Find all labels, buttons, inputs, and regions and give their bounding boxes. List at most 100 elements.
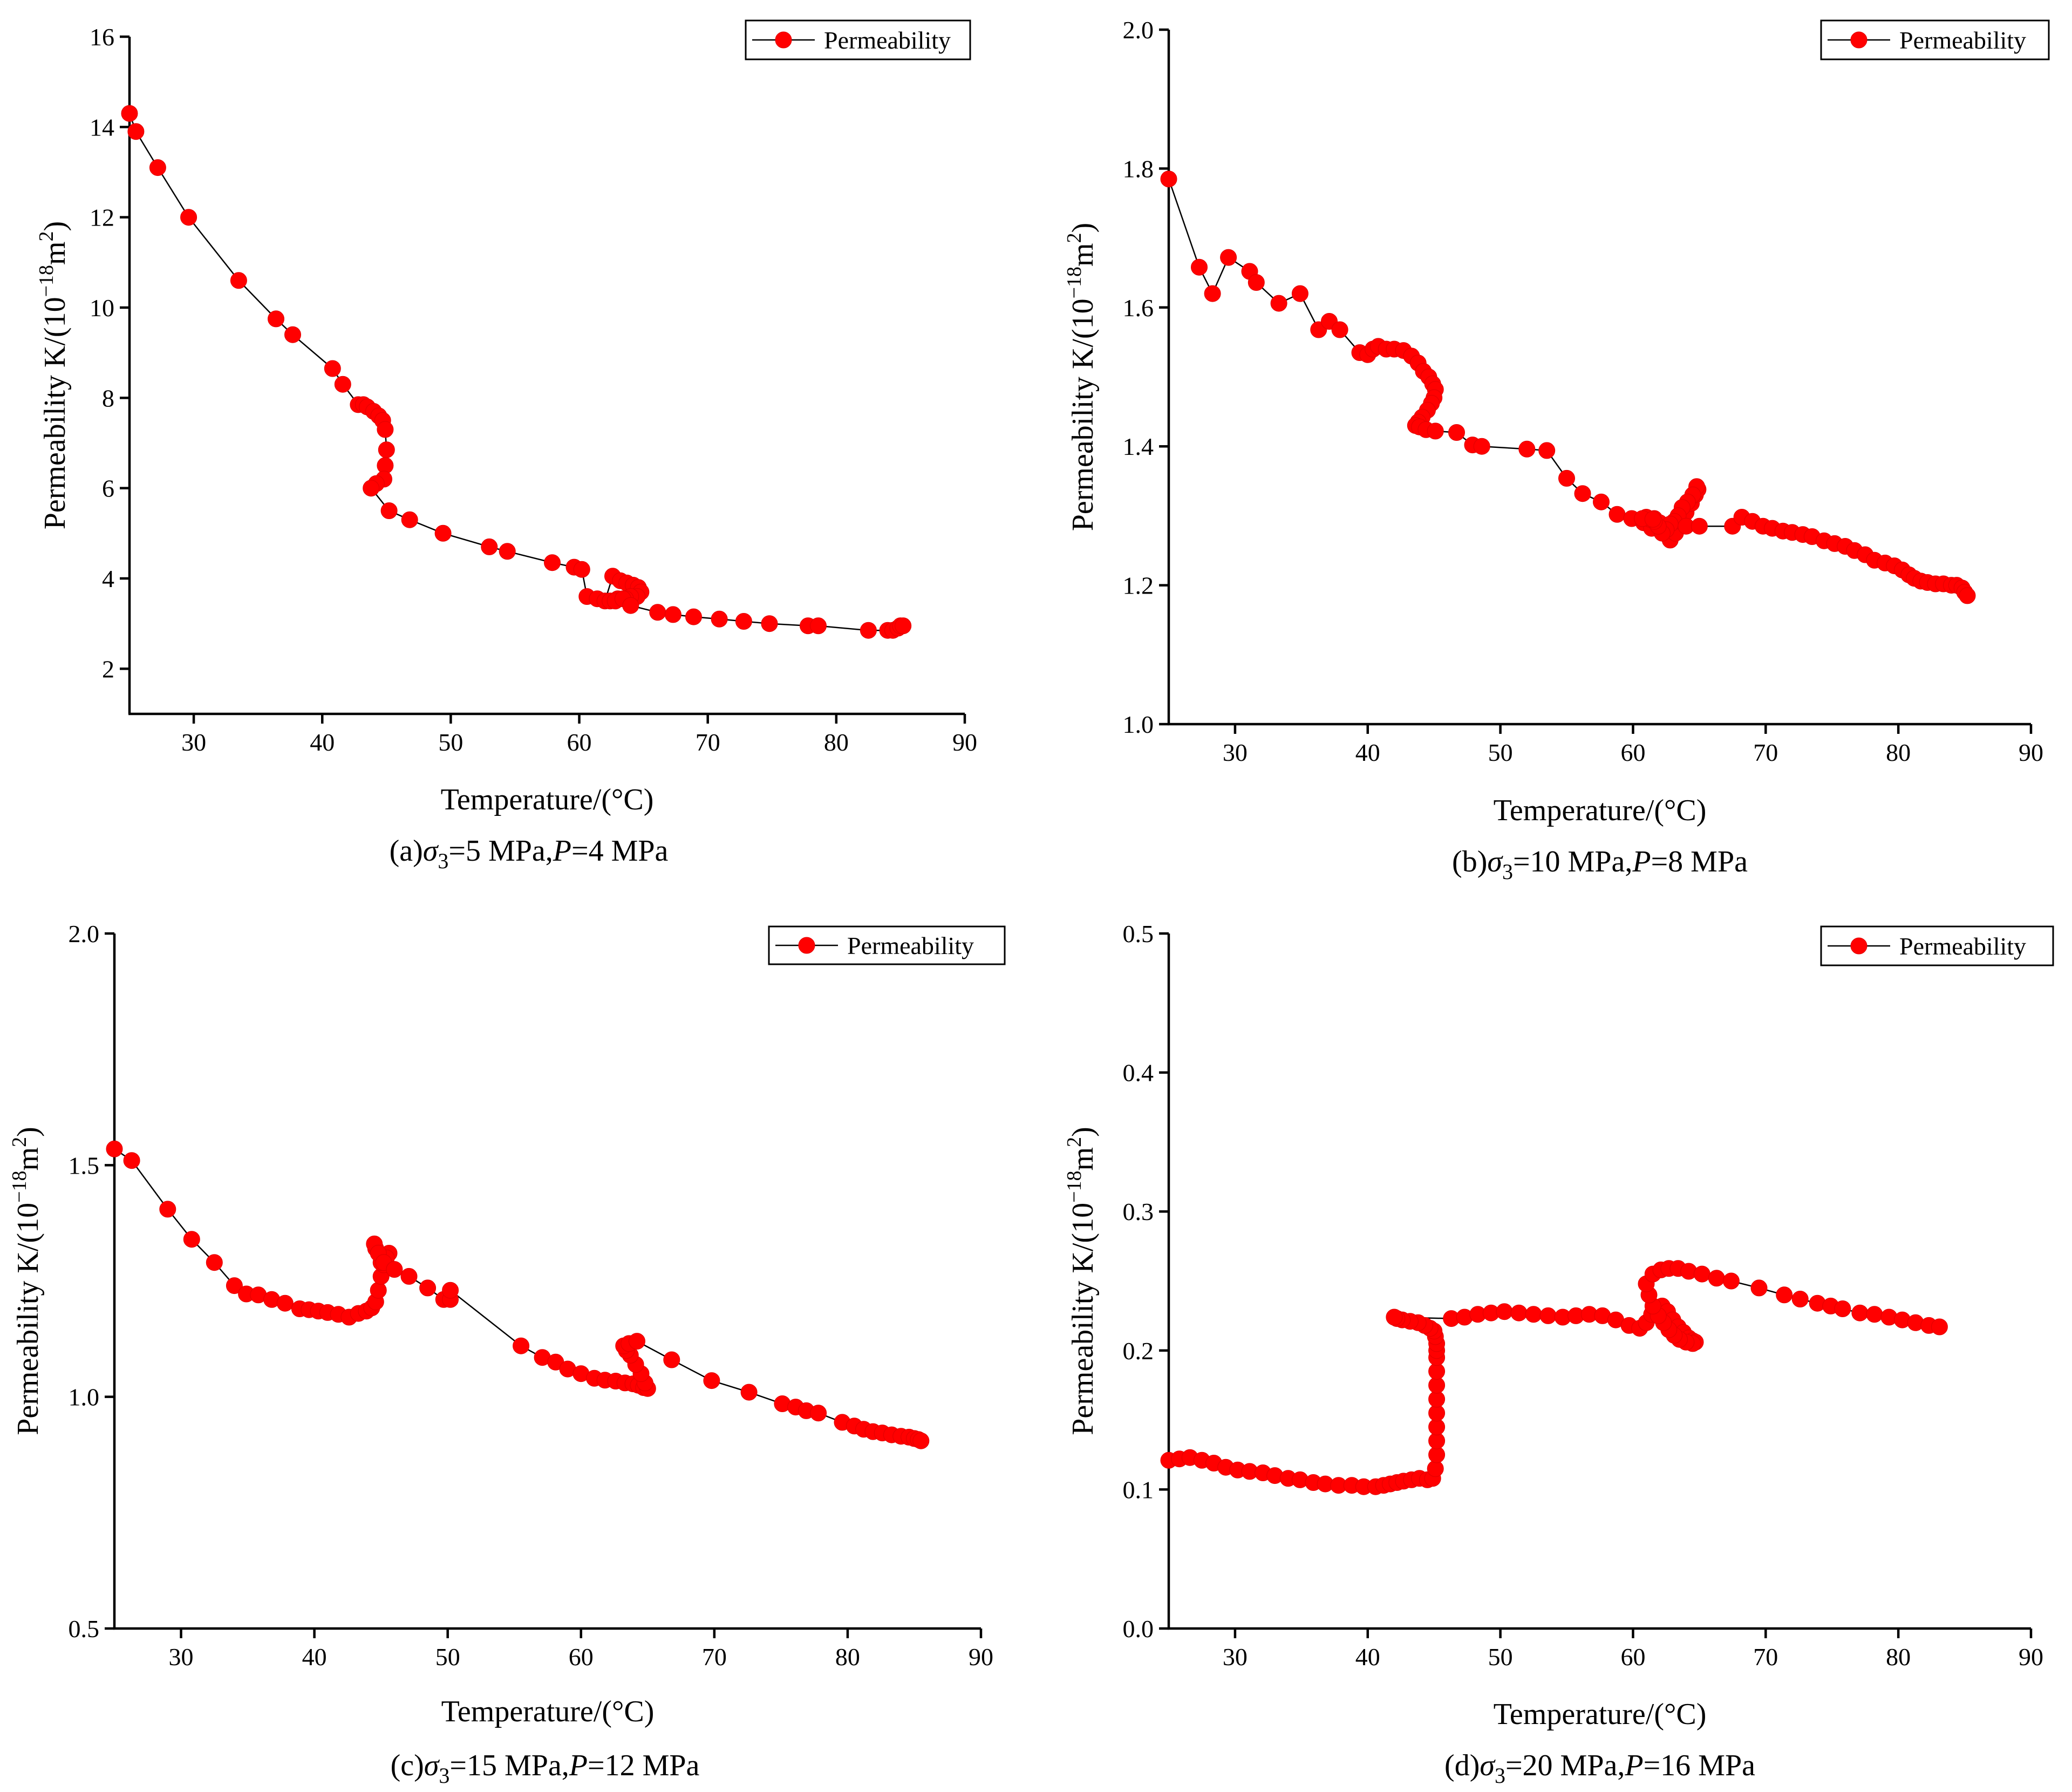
data-point (544, 554, 561, 571)
y-tick-label: 1.0 (1123, 711, 1154, 738)
panel-caption: (a)σ3=5 MPa,P=4 MPa (390, 834, 669, 873)
legend-label: Permeability (1899, 932, 2026, 960)
data-point (324, 360, 341, 377)
x-tick-label: 90 (2019, 1643, 2043, 1671)
data-point (663, 1351, 680, 1368)
data-point (1644, 510, 1661, 528)
x-tick-label: 60 (1620, 739, 1645, 766)
x-tick-label: 40 (1355, 739, 1380, 766)
x-tick-label: 90 (2019, 739, 2043, 766)
x-tick-label: 30 (181, 728, 206, 756)
legend: Permeability (1820, 19, 2050, 60)
data-point (1693, 1265, 1710, 1283)
x-tick-label: 40 (302, 1643, 327, 1671)
data-point (1866, 1306, 1883, 1323)
data-point (226, 1277, 243, 1294)
y-tick-label: 0.5 (1123, 920, 1154, 948)
x-tick-label: 70 (702, 1643, 727, 1671)
y-tick-label: 0.0 (1123, 1615, 1154, 1643)
data-point (1708, 1270, 1725, 1287)
x-tick-label: 60 (567, 728, 592, 756)
y-axis-title: Permeability K/(10−18m2) (35, 221, 72, 529)
y-tick-label: 16 (90, 23, 114, 51)
data-point (230, 272, 247, 289)
data-point (378, 441, 395, 459)
y-tick-label: 1.6 (1123, 294, 1154, 322)
x-axis-title: Temperature/(°C) (1494, 1698, 1707, 1731)
x-tick-label: 50 (438, 728, 463, 756)
x-tick-label: 80 (1886, 739, 1911, 766)
x-tick-label: 30 (1223, 1643, 1248, 1671)
x-tick-label: 60 (569, 1643, 594, 1671)
data-point (1270, 295, 1287, 312)
y-tick-label: 2.0 (1123, 16, 1154, 44)
data-point (1931, 1318, 1948, 1336)
x-tick-label: 30 (1223, 739, 1248, 766)
data-point (685, 608, 702, 625)
x-axis-title: Temperature/(°C) (1494, 794, 1707, 827)
legend: Permeability (745, 19, 971, 60)
x-tick-label: 50 (435, 1643, 460, 1671)
data-point (573, 561, 590, 578)
data-point (377, 421, 394, 438)
data-point (740, 1384, 758, 1401)
x-tick-label: 40 (1355, 1643, 1380, 1671)
data-point (664, 606, 681, 623)
data-point (1776, 1286, 1793, 1304)
data-point (1248, 274, 1265, 291)
data-point (1539, 1307, 1557, 1324)
data-point (1204, 285, 1221, 302)
y-tick-label: 0.2 (1123, 1337, 1154, 1365)
series-line-permeability (114, 1148, 922, 1442)
data-point (1722, 1272, 1740, 1290)
data-point (481, 538, 498, 555)
x-axis-title: Temperature/(°C) (441, 783, 654, 816)
data-point (1525, 1306, 1542, 1323)
data-point (1750, 1279, 1768, 1297)
x-tick-label: 70 (1753, 1643, 1778, 1671)
data-point (180, 209, 197, 226)
chart-panel-a: 30 40 50 60 70 80 90 2 4 6 8 10 12 14 16 Temperature/(°… (35, 19, 977, 873)
data-point (121, 105, 138, 122)
data-point (1510, 1304, 1528, 1321)
data-point (1834, 1300, 1851, 1317)
data-point (1291, 285, 1308, 302)
y-tick-label: 4 (102, 565, 114, 592)
y-axis-title: Permeability K/(10−18m2) (8, 1127, 45, 1435)
x-tick-label: 90 (969, 1643, 993, 1671)
chart-panel-d: 30 40 50 60 70 80 90 0.0 0.1 0.2 0.3 0.4 0.5 Temperat… (1063, 920, 2054, 1788)
data-point (1608, 506, 1626, 523)
data-point (1448, 424, 1465, 441)
legend-marker (798, 937, 815, 954)
y-tick-label: 2 (102, 655, 114, 683)
x-tick-label: 50 (1488, 1643, 1513, 1671)
legend-marker (1850, 937, 1867, 955)
data-point (401, 511, 418, 528)
y-tick-label: 1.4 (1123, 433, 1154, 460)
legend: Permeability (768, 925, 1006, 965)
data-point (810, 1405, 827, 1422)
data-point (159, 1201, 176, 1218)
data-point (419, 1279, 437, 1297)
legend-label: Permeability (1899, 26, 2026, 54)
y-tick-label: 0.1 (1123, 1476, 1154, 1503)
data-point (434, 524, 452, 542)
legend: Permeability (1820, 925, 2054, 966)
x-tick-label: 80 (1886, 1643, 1911, 1671)
chart-panel-c: 30 40 50 60 70 80 90 0.5 1.0 1.5 2.0 Temperature/(°… (8, 920, 1006, 1788)
data-point (1191, 258, 1208, 276)
y-axis-title: Permeability K/(10−18m2) (1063, 1127, 1100, 1435)
legend-label: Permeability (847, 932, 974, 959)
data-point (106, 1140, 123, 1157)
data-point (622, 597, 639, 614)
data-point (499, 543, 516, 560)
x-tick-label: 80 (824, 728, 849, 756)
data-point (703, 1372, 720, 1389)
data-point (1427, 423, 1444, 440)
data-point (380, 502, 398, 519)
data-point (268, 310, 284, 328)
x-axis-title: Temperature/(°C) (441, 1695, 655, 1728)
y-axis-title: Permeability K/(10−18m2) (1063, 223, 1100, 531)
data-point (386, 1261, 403, 1278)
